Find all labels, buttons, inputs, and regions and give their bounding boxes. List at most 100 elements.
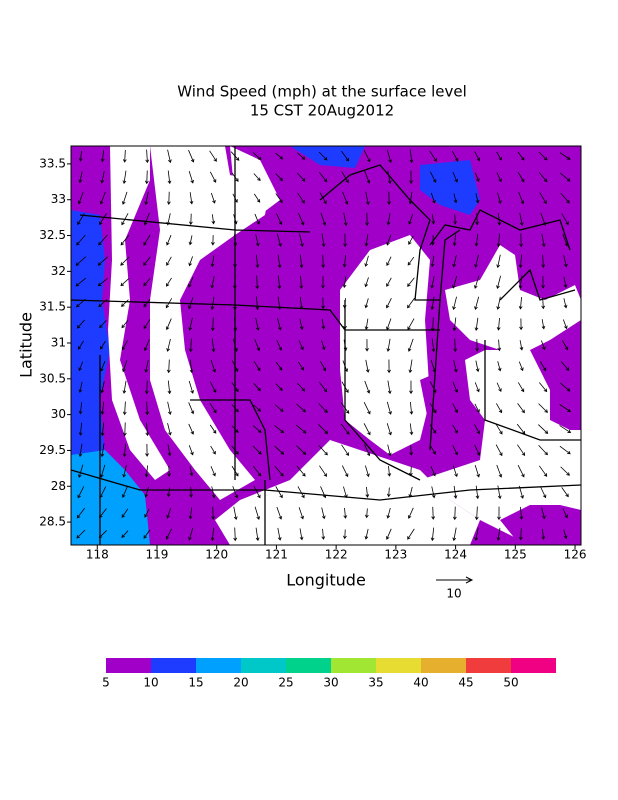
wind-arrow: [274, 404, 284, 412]
wind-arrow: [409, 401, 414, 415]
wind-arrow: [295, 424, 307, 434]
wind-arrow: [451, 150, 459, 162]
wind-arrow: [452, 275, 458, 289]
wind-arrow: [407, 256, 415, 266]
contour-fill: [420, 365, 470, 445]
wind-arrow: [167, 444, 172, 457]
wind-arrow: [559, 445, 571, 455]
wind-arrow: [341, 465, 349, 478]
wind-arrow: [453, 485, 458, 499]
wind-arrow: [343, 212, 348, 227]
wind-arrow: [474, 506, 479, 521]
wind-arrow: [143, 299, 151, 308]
wind-arrow: [298, 213, 305, 226]
wind-arrow: [363, 401, 371, 415]
wind-arrow: [99, 191, 106, 205]
wind-arrow: [100, 171, 105, 184]
wind-arrow: [562, 508, 568, 519]
wind-arrow: [188, 256, 193, 267]
y-tick-label: 30.5: [39, 371, 66, 385]
wind-arrow: [365, 486, 370, 498]
wind-arrow: [255, 527, 260, 542]
wind-arrow: [297, 486, 305, 499]
contour-fill: [445, 245, 581, 350]
wind-arrow: [78, 361, 84, 372]
wind-arrow: [518, 254, 523, 269]
colorbar-swatch: [331, 658, 376, 673]
wind-arrow: [495, 444, 503, 457]
wind-arrow: [538, 172, 548, 183]
wind-arrow: [318, 424, 329, 435]
wind-arrow: [497, 213, 502, 226]
wind-arrow: [230, 151, 240, 161]
wind-arrow: [210, 317, 215, 332]
wind-arrow: [122, 360, 128, 373]
wind-arrow: [363, 150, 371, 163]
wind-arrow: [473, 275, 480, 289]
wind-arrow: [78, 381, 83, 393]
wind-arrow: [233, 296, 237, 311]
wind-arrow: [475, 339, 479, 352]
wind-arrow: [452, 317, 457, 332]
wind-arrow: [296, 152, 306, 160]
colorbar-label: 5: [102, 676, 110, 690]
wind-arrow: [254, 339, 261, 352]
wind-arrow: [297, 192, 305, 204]
wind-arrow: [210, 255, 215, 268]
wind-arrow: [475, 213, 480, 226]
wind-arrow: [231, 172, 239, 182]
wind-arrow: [165, 318, 172, 331]
wind-arrow: [474, 527, 479, 542]
wind-arrow: [233, 317, 238, 332]
wind-arrow: [407, 277, 415, 287]
wind-arrow: [386, 338, 391, 352]
wind-arrow: [364, 318, 369, 331]
wind-arrow: [166, 487, 171, 498]
wind-arrow: [100, 360, 106, 372]
wind-arrow: [165, 528, 172, 540]
colorbar-swatch: [196, 658, 241, 673]
wind-arrow: [275, 383, 283, 391]
wind-arrow: [496, 318, 501, 331]
wind-arrow: [562, 234, 569, 247]
wind-arrow: [120, 278, 130, 287]
wind-arrow: [188, 423, 195, 435]
wind-arrow: [210, 359, 217, 373]
wind-arrow: [497, 506, 501, 521]
wind-arrow: [145, 443, 149, 457]
wind-arrow: [232, 193, 238, 203]
wind-arrow: [209, 403, 217, 414]
wind-arrow: [431, 338, 436, 353]
wind-arrow: [275, 193, 283, 204]
wind-arrow: [277, 527, 282, 541]
wind-arrow: [341, 171, 349, 184]
wind-arrow: [233, 214, 238, 225]
wind-arrow: [77, 340, 84, 350]
wind-arrow: [97, 256, 108, 266]
wind-arrow: [342, 191, 349, 205]
wind-arrow: [560, 192, 570, 204]
wind-arrow: [231, 360, 239, 373]
wind-arrow: [541, 528, 546, 540]
wind-arrow: [299, 297, 304, 310]
wind-arrow: [496, 233, 501, 248]
wind-arrow: [98, 234, 108, 246]
wind-arrow: [121, 530, 129, 538]
wind-arrow: [517, 151, 525, 161]
wind-arrow: [253, 486, 261, 499]
wind-arrow: [340, 402, 350, 414]
contour-fill: [108, 146, 170, 480]
wind-arrow: [143, 529, 151, 539]
wind-arrow: [252, 445, 262, 455]
wind-arrow: [252, 465, 262, 477]
wind-arrow: [120, 256, 130, 266]
wind-arrow: [319, 382, 328, 393]
wind-arrow: [276, 233, 282, 247]
wind-arrow: [497, 485, 502, 500]
wind-arrow: [496, 151, 502, 161]
wind-arrow: [254, 506, 261, 520]
wind-arrow: [232, 338, 238, 352]
wind-arrow: [98, 299, 108, 308]
plot-frame: [70, 145, 582, 546]
wind-arrow: [121, 508, 129, 518]
